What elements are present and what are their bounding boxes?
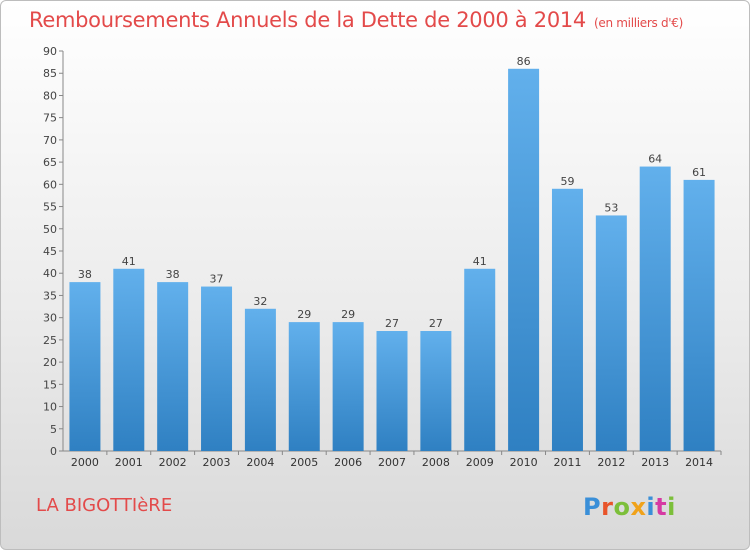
- bar: [244, 308, 276, 451]
- y-tick-label: 55: [43, 201, 57, 214]
- bar-value-label: 29: [297, 308, 311, 321]
- y-tick-label: 50: [43, 223, 57, 236]
- bar-value-label: 41: [473, 255, 487, 268]
- bar-value-label: 37: [210, 273, 224, 286]
- x-tick-label: 2004: [246, 456, 274, 469]
- x-tick-label: 2006: [334, 456, 362, 469]
- proxiti-logo: Proxiti: [583, 493, 676, 521]
- y-tick-label: 10: [43, 401, 57, 414]
- x-tick-label: 2005: [290, 456, 318, 469]
- y-tick-label: 90: [43, 45, 57, 58]
- bar: [157, 282, 189, 451]
- bar-value-label: 59: [560, 175, 574, 188]
- x-tick-label: 2010: [510, 456, 538, 469]
- x-tick-label: 2013: [641, 456, 669, 469]
- logo-letter: i: [667, 493, 676, 521]
- bar-value-label: 53: [604, 201, 618, 214]
- bar-value-label: 38: [166, 268, 180, 281]
- commune-name: LA BIGOTTIèRE: [36, 495, 173, 516]
- x-tick-label: 2012: [597, 456, 625, 469]
- bar: [420, 331, 452, 451]
- y-tick-label: 15: [43, 378, 57, 391]
- x-tick-label: 2000: [71, 456, 99, 469]
- bar-value-label: 41: [122, 255, 136, 268]
- x-tick-label: 2002: [159, 456, 187, 469]
- bar: [69, 282, 101, 451]
- x-tick-label: 2007: [378, 456, 406, 469]
- logo-letter: i: [646, 493, 656, 521]
- y-tick-label: 5: [50, 423, 57, 436]
- bar: [113, 268, 145, 451]
- bar: [639, 166, 671, 452]
- y-tick-label: 80: [43, 89, 57, 102]
- y-tick-label: 65: [43, 156, 57, 169]
- x-tick-label: 2014: [685, 456, 713, 469]
- x-tick-label: 2008: [422, 456, 450, 469]
- bar: [464, 268, 496, 451]
- chart-title: Remboursements Annuels de la Dette de 20…: [29, 8, 683, 32]
- y-tick-label: 75: [43, 112, 57, 125]
- chart-title-text: Remboursements Annuels de la Dette de 20…: [29, 8, 586, 32]
- y-tick-label: 25: [43, 334, 57, 347]
- logo-letter: o: [613, 493, 631, 521]
- bar: [595, 215, 627, 451]
- bar-value-label: 32: [253, 295, 267, 308]
- x-tick-label: 2001: [115, 456, 143, 469]
- logo-letter: t: [655, 493, 668, 521]
- y-tick-label: 35: [43, 289, 57, 302]
- bar: [508, 68, 540, 452]
- bar: [683, 179, 715, 451]
- bar-value-label: 64: [648, 153, 662, 166]
- bar-value-label: 38: [78, 268, 92, 281]
- y-tick-label: 70: [43, 134, 57, 147]
- y-tick-label: 20: [43, 356, 57, 369]
- logo-letter: r: [601, 493, 614, 521]
- bar-value-label: 29: [341, 308, 355, 321]
- chart-subtitle: (en milliers d'€): [594, 16, 684, 30]
- bar: [332, 322, 364, 451]
- bar-value-label: 27: [385, 317, 399, 330]
- y-tick-label: 40: [43, 267, 57, 280]
- logo-letter: P: [583, 493, 602, 521]
- y-tick-label: 30: [43, 312, 57, 325]
- y-tick-label: 0: [50, 445, 57, 458]
- bar: [551, 188, 583, 451]
- x-tick-label: 2003: [203, 456, 231, 469]
- logo-letter: x: [630, 493, 647, 521]
- y-tick-label: 60: [43, 178, 57, 191]
- bar-value-label: 61: [692, 166, 706, 179]
- y-tick-label: 85: [43, 67, 57, 80]
- bar-value-label: 86: [517, 55, 531, 68]
- bar: [376, 331, 408, 451]
- x-tick-label: 2011: [553, 456, 581, 469]
- x-tick-label: 2009: [466, 456, 494, 469]
- bar: [201, 286, 233, 451]
- bar: [288, 322, 320, 451]
- y-tick-label: 45: [43, 245, 57, 258]
- bar-value-label: 27: [429, 317, 443, 330]
